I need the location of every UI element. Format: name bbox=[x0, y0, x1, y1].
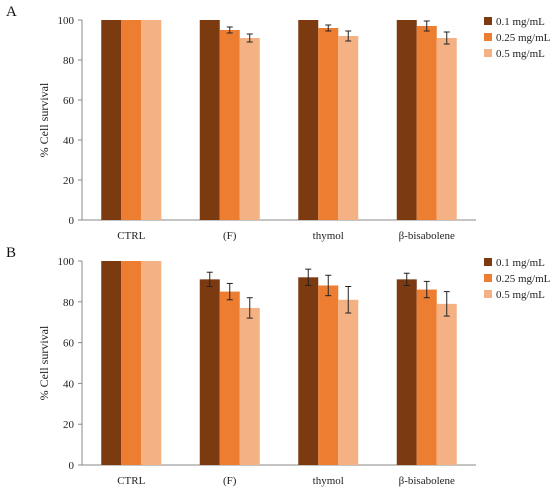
legend-swatch-b-0 bbox=[484, 258, 492, 266]
x-tick-label-a-2: thymol bbox=[313, 230, 344, 242]
bar-a-2-2 bbox=[338, 36, 359, 220]
y-tick-label-b-3: 60 bbox=[63, 338, 75, 350]
bar-a-0-1 bbox=[121, 20, 142, 220]
bar-b-3-2 bbox=[436, 303, 457, 465]
y-axis-title-a: % Cell survival bbox=[37, 82, 51, 157]
legend-label-b-1: 0.25 mg/mL bbox=[496, 273, 550, 285]
bar-b-1-1 bbox=[219, 291, 240, 465]
y-tick-label-a-2: 40 bbox=[63, 135, 75, 147]
bar-a-3-1 bbox=[416, 26, 437, 220]
legend-swatch-b-1 bbox=[484, 274, 492, 282]
y-tick-label-a-1: 20 bbox=[63, 175, 75, 187]
x-tick-label-b-1: (F) bbox=[223, 475, 237, 487]
bar-b-1-0 bbox=[199, 279, 220, 465]
bar-a-3-0 bbox=[396, 20, 417, 220]
x-tick-label-b-3: β-bisabolene bbox=[399, 475, 455, 487]
bar-a-1-2 bbox=[239, 38, 260, 220]
y-tick-label-a-0: 0 bbox=[69, 215, 75, 227]
panel-label-a: A bbox=[6, 4, 17, 20]
legend-label-b-0: 0.1 mg/mL bbox=[496, 257, 545, 269]
y-tick-label-b-5: 100 bbox=[58, 256, 75, 268]
bar-b-3-1 bbox=[416, 289, 437, 465]
bar-b-0-2 bbox=[141, 261, 162, 465]
y-tick-label-b-4: 80 bbox=[63, 297, 75, 309]
legend-swatch-b-2 bbox=[484, 290, 492, 298]
bar-b-1-2 bbox=[239, 307, 260, 465]
chart-panel-a: 0 20 40 60 80 100 % Cell survival CTRL (F) thymol… bbox=[37, 15, 550, 242]
y-tick-label-a-5: 100 bbox=[58, 15, 75, 27]
legend-swatch-a-0 bbox=[484, 17, 492, 25]
y-tick-label-b-0: 0 bbox=[69, 460, 75, 472]
x-tick-label-b-0: CTRL bbox=[117, 475, 145, 487]
legend-label-a-2: 0.5 mg/mL bbox=[496, 48, 545, 60]
legend-swatch-a-2 bbox=[484, 49, 492, 57]
bar-a-2-0 bbox=[298, 20, 319, 220]
x-tick-label-a-1: (F) bbox=[223, 230, 237, 242]
legend-label-b-2: 0.5 mg/mL bbox=[496, 289, 545, 301]
legend-swatch-a-1 bbox=[484, 33, 492, 41]
bar-a-1-0 bbox=[199, 20, 220, 220]
y-axis-title-b: % Cell survival bbox=[37, 325, 51, 400]
y-tick-label-a-4: 80 bbox=[63, 55, 75, 67]
bar-a-0-2 bbox=[141, 20, 162, 220]
bar-b-0-1 bbox=[121, 261, 142, 465]
bar-a-0-0 bbox=[101, 20, 122, 220]
bar-a-3-2 bbox=[436, 38, 457, 220]
y-tick-label-b-1: 20 bbox=[63, 419, 75, 431]
y-tick-label-b-2: 40 bbox=[63, 378, 75, 390]
legend-label-a-0: 0.1 mg/mL bbox=[496, 16, 545, 28]
x-tick-label-b-2: thymol bbox=[313, 475, 344, 487]
y-tick-label-a-3: 60 bbox=[63, 95, 75, 107]
bar-b-0-0 bbox=[101, 261, 122, 465]
legend-label-a-1: 0.25 mg/mL bbox=[496, 32, 550, 44]
bar-b-2-0 bbox=[298, 277, 319, 465]
x-tick-label-a-3: β-bisabolene bbox=[399, 230, 455, 242]
bar-b-2-1 bbox=[318, 285, 339, 465]
x-tick-label-a-0: CTRL bbox=[117, 230, 145, 242]
bar-b-3-0 bbox=[396, 279, 417, 465]
bar-a-2-1 bbox=[318, 28, 339, 220]
bar-b-2-2 bbox=[338, 299, 359, 465]
chart-panel-b: 0 20 40 60 80 100 % Cell survival CTRL (F) thymol… bbox=[37, 256, 550, 487]
panel-label-b: B bbox=[6, 245, 16, 261]
bar-a-1-1 bbox=[219, 30, 240, 220]
